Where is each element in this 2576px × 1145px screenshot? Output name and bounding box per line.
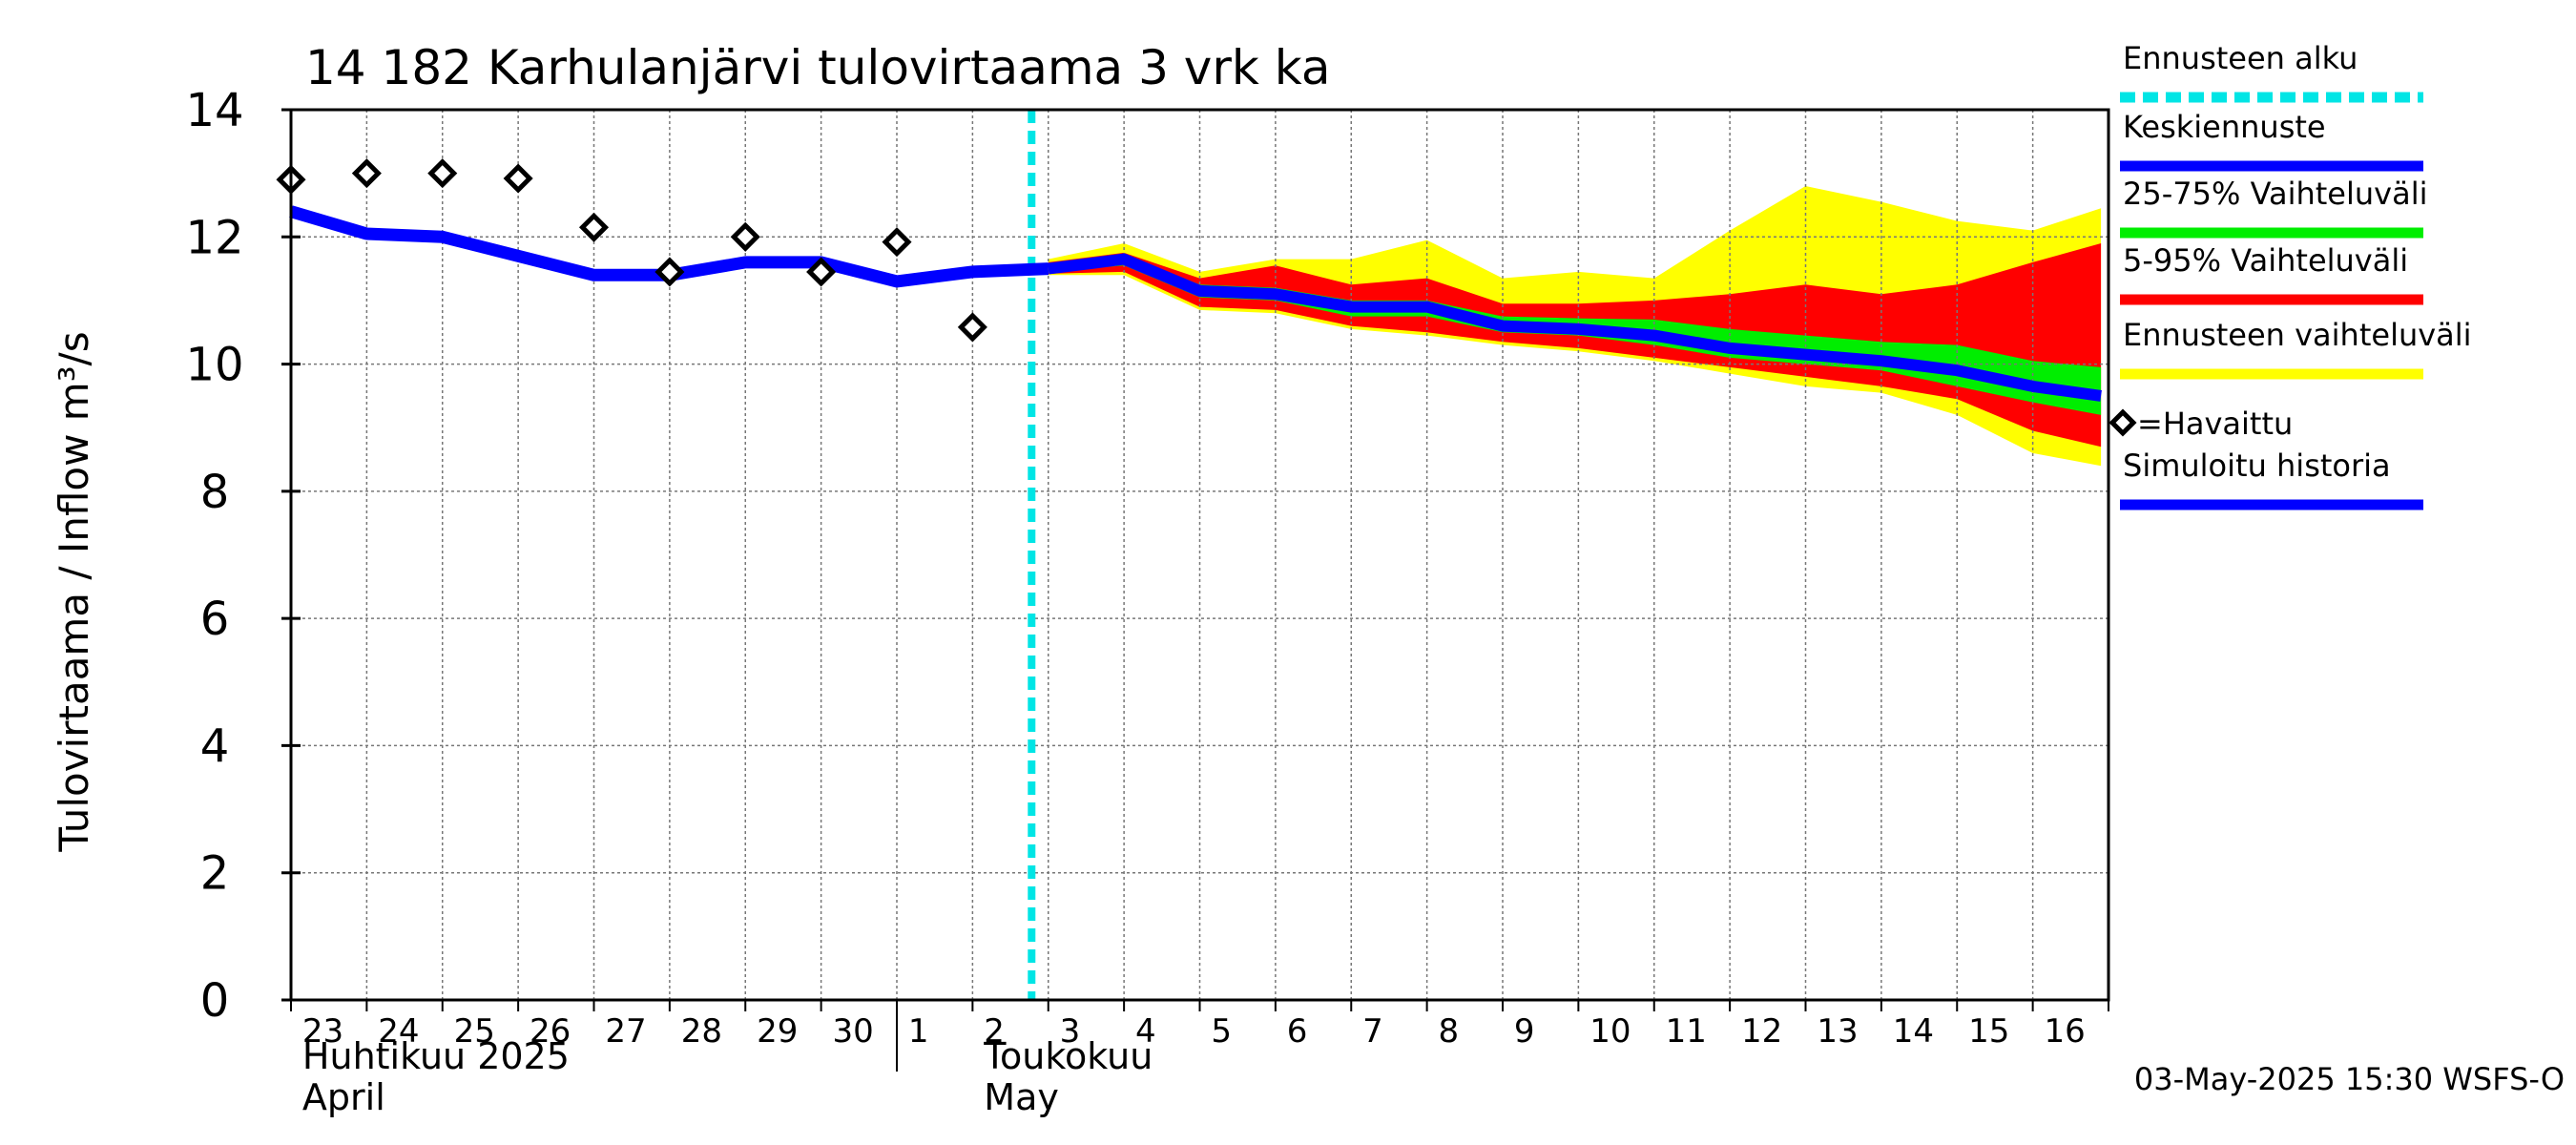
month-label-en: April: [302, 1076, 385, 1118]
x-tick-label: 25: [454, 1012, 495, 1051]
x-tick-label: 27: [605, 1012, 646, 1051]
y-tick-label: 8: [200, 466, 230, 519]
x-tick-label: 2: [984, 1012, 1005, 1051]
legend-observed-icon: [2109, 408, 2137, 437]
chart-title: 14 182 Karhulanjärvi tulovirtaama 3 vrk …: [305, 40, 1331, 95]
observed-point: [427, 158, 458, 189]
y-axis-label: Tulovirtaama / Inflow m³/s: [51, 331, 97, 852]
x-tick-label: 16: [2045, 1012, 2086, 1051]
observed-point: [882, 227, 912, 258]
y-tick-label: 10: [185, 339, 243, 392]
x-tick-label: 10: [1589, 1012, 1631, 1051]
x-tick-label: 14: [1893, 1012, 1934, 1051]
observed-point: [806, 257, 837, 287]
x-tick-label: 26: [530, 1012, 571, 1051]
y-tick-label: 14: [185, 84, 243, 137]
x-tick-label: 9: [1514, 1012, 1535, 1051]
legend-label-history: Simuloitu historia: [2123, 448, 2391, 484]
x-tick-label: 24: [378, 1012, 419, 1051]
legend-label-observed: =Havaittu: [2137, 406, 2293, 442]
legend-label-b2575: 25-75% Vaihteluväli: [2123, 176, 2427, 212]
x-tick-label: 15: [1968, 1012, 2009, 1051]
month-label-fi: Toukokuu: [983, 1035, 1153, 1077]
x-tick-label: 30: [833, 1012, 874, 1051]
month-label-en: May: [984, 1076, 1059, 1118]
legend-label-median: Keskiennuste: [2123, 109, 2326, 145]
x-tick-label: 1: [908, 1012, 929, 1051]
observed-point: [351, 158, 382, 189]
x-tick-label: 12: [1741, 1012, 1782, 1051]
observed-point: [503, 163, 533, 194]
x-tick-label: 28: [681, 1012, 722, 1051]
timestamp: 03-May-2025 15:30 WSFS-O: [2134, 1061, 2565, 1097]
y-tick-label: 6: [200, 593, 230, 646]
observed-point: [730, 221, 760, 252]
x-tick-label: 7: [1362, 1012, 1383, 1051]
x-tick-label: 29: [757, 1012, 798, 1051]
x-tick-label: 8: [1439, 1012, 1460, 1051]
legend-label-forecast_start: Ennusteen alku: [2123, 40, 2358, 76]
legend-label-total: Ennusteen vaihteluväli: [2123, 317, 2472, 353]
y-tick-label: 4: [200, 719, 230, 773]
x-tick-label: 11: [1666, 1012, 1707, 1051]
observed-point: [957, 312, 987, 343]
x-tick-label: 3: [1060, 1012, 1081, 1051]
month-label-fi: Huhtikuu 2025: [302, 1035, 570, 1077]
x-tick-label: 23: [302, 1012, 343, 1051]
y-tick-label: 2: [200, 847, 230, 901]
y-tick-label: 12: [185, 211, 243, 264]
legend-label-b595: 5-95% Vaihteluväli: [2123, 242, 2408, 279]
median-forecast-line: [1048, 253, 2102, 402]
x-tick-label: 13: [1817, 1012, 1858, 1051]
observed-markers: [276, 158, 987, 343]
observed-point: [578, 212, 610, 242]
observed-point: [654, 257, 685, 287]
x-tick-label: 4: [1135, 1012, 1156, 1051]
x-tick-label: 6: [1287, 1012, 1308, 1051]
legend: Ennusteen alku Keskiennuste 25-75% Vaihtel…: [2109, 40, 2472, 510]
y-tick-label: 0: [200, 974, 230, 1028]
x-tick-label: 5: [1211, 1012, 1232, 1051]
